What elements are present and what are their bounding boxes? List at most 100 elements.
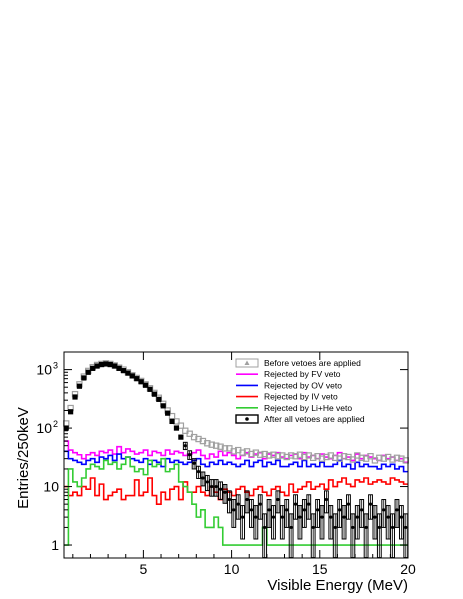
point-after-15 (129, 373, 135, 379)
point-after-42 (249, 508, 254, 512)
point-after-49 (280, 515, 284, 519)
point-after-76 (399, 515, 403, 519)
point-after-36 (223, 490, 227, 494)
point-after-57 (315, 508, 320, 512)
y-tick-exp-3: 3 (53, 361, 58, 371)
legend-symbol-5 (235, 414, 259, 424)
point-after-74 (390, 525, 395, 530)
point-after-73 (386, 515, 390, 519)
y-axis-title: Entries/250keV (15, 407, 32, 509)
point-after-6 (90, 365, 96, 371)
point-after-54 (302, 508, 306, 512)
point-after-8 (98, 361, 105, 368)
point-before-56 (309, 454, 317, 462)
point-after-4 (81, 375, 87, 381)
point-after-26 (178, 434, 184, 440)
point-after-30 (196, 470, 201, 474)
legend-label-0: Before vetoes are applied (264, 358, 361, 368)
y-tick-label-2: 10 (36, 420, 52, 436)
point-after-35 (218, 487, 223, 491)
point-after-77 (404, 525, 408, 530)
point-before-67 (358, 454, 365, 462)
point-after-46 (267, 508, 271, 512)
x-tick-label-1: 10 (224, 561, 240, 577)
point-after-21 (156, 396, 162, 402)
point-before-44 (257, 451, 264, 458)
legend-symbol-0 (235, 358, 259, 368)
point-after-43 (254, 515, 258, 519)
point-before-61 (332, 454, 339, 462)
point-after-19 (147, 386, 153, 392)
point-before-38 (230, 448, 237, 455)
point-after-68 (364, 525, 368, 530)
point-after-18 (142, 382, 149, 388)
point-before-35 (217, 443, 224, 450)
point-before-48 (274, 453, 282, 460)
point-before-28 (186, 430, 193, 437)
point-after-66 (355, 515, 359, 519)
point-after-34 (214, 484, 218, 489)
y-tick-exp-2: 2 (53, 419, 58, 429)
point-before-59 (323, 453, 330, 461)
point-after-16 (134, 376, 140, 382)
point-after-27 (183, 444, 187, 448)
point-before-33 (208, 441, 215, 448)
point-after-44 (258, 502, 262, 506)
point-after-7 (94, 363, 100, 369)
point-before-58 (318, 455, 326, 462)
series-layer (63, 360, 409, 559)
point-after-50 (285, 508, 289, 512)
x-tick-label-3: 20 (400, 561, 416, 577)
legend-label-5: After all vetoes are applied (264, 414, 365, 424)
point-after-5 (85, 369, 91, 375)
point-after-29 (192, 461, 196, 465)
legend-label-4: Rejected by Li+He veto (264, 403, 352, 413)
point-after-55 (307, 502, 311, 506)
point-before-29 (190, 433, 198, 441)
y-tick-label-1: 10 (43, 479, 59, 495)
point-after-3 (76, 383, 83, 389)
point-after-69 (368, 502, 373, 506)
x-tick-label-2: 15 (312, 561, 328, 577)
point-after-28 (188, 453, 192, 457)
point-after-61 (333, 525, 337, 530)
point-after-56 (311, 525, 315, 530)
point-after-38 (232, 508, 236, 512)
point-after-14 (125, 370, 131, 376)
point-before-74 (389, 456, 396, 463)
point-before-76 (398, 455, 405, 462)
point-after-24 (169, 418, 175, 425)
y-tick-label-0: 1 (51, 537, 59, 553)
y-tick-label-3: 10 (36, 362, 52, 378)
point-after-75 (395, 508, 399, 512)
point-after-41 (245, 497, 249, 502)
point-after-39 (236, 502, 240, 506)
point-after-10 (107, 361, 113, 368)
point-before-24 (168, 412, 176, 420)
point-before-52 (292, 453, 299, 460)
point-after-37 (227, 497, 231, 502)
x-axis-title: Visible Energy (MeV) (267, 577, 408, 594)
point-after-51 (289, 525, 293, 530)
point-before-32 (204, 440, 211, 447)
point-after-9 (103, 361, 109, 367)
point-after-12 (116, 365, 122, 371)
point-after-23 (165, 410, 171, 416)
point-before-46 (265, 452, 273, 459)
point-after-48 (276, 497, 280, 502)
series-line-3 (64, 477, 408, 505)
point-after-60 (329, 515, 333, 519)
point-after-40 (241, 515, 245, 519)
point-after-2 (72, 394, 78, 400)
point-before-71 (376, 454, 383, 462)
point-before-63 (340, 453, 348, 460)
point-after-32 (205, 480, 209, 484)
point-before-45 (261, 450, 268, 458)
point-before-42 (248, 450, 255, 458)
point-after-22 (160, 403, 166, 409)
point-after-71 (377, 525, 381, 530)
point-after-72 (382, 508, 386, 512)
point-after-11 (112, 363, 118, 369)
